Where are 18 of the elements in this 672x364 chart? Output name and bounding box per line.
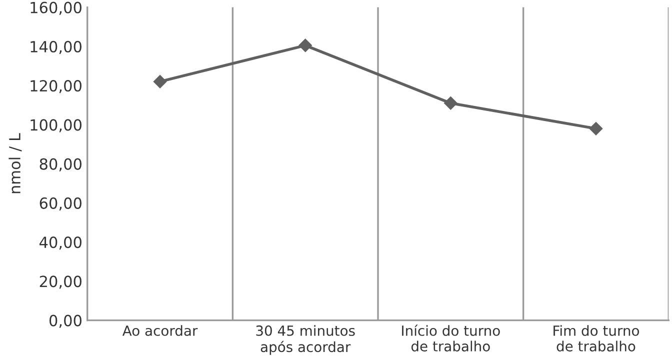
x-tick-label: Fim do turno de trabalho [554,325,639,352]
x-tick-label: 30 45 minutos após acordar [256,325,355,355]
y-tick-label: 140,00 [30,40,82,54]
point [298,38,312,52]
y-tick-label: 100,00 [30,119,82,132]
y-axis-title: nmol / L [8,133,22,194]
x-tick-label: Ao acordar [122,325,198,336]
point [444,96,458,110]
y-tick-label: 40,00 [40,236,82,250]
x-tick-label: Início do turno de trabalho [402,324,500,352]
point [589,122,603,136]
y-tick-label: 20,00 [40,276,82,289]
y-tick-label: 0,00 [49,314,82,328]
y-tick-label: 160,00 [30,2,82,15]
y-tick-label: 60,00 [40,197,82,211]
y-tick-label: 80,00 [40,158,82,172]
point [153,75,167,88]
y-tick-label: 120,00 [30,80,82,94]
